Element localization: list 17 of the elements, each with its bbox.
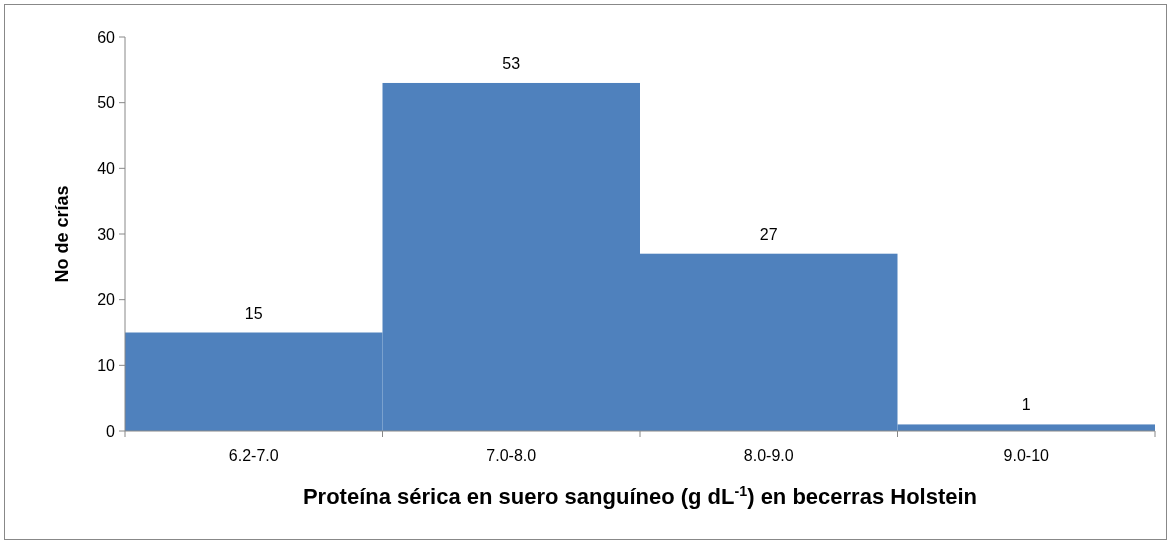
data-label: 15 (244, 304, 263, 322)
x-tick-label: 6.2-7.0 (228, 447, 279, 464)
data-label: 1 (1021, 396, 1031, 414)
y-axis-title: No de crías (52, 185, 72, 283)
y-tick-label: 50 (97, 94, 116, 112)
data-label: 53 (502, 54, 521, 72)
x-tick-label: 9.0-10 (1003, 447, 1050, 464)
y-tick-label: 10 (97, 356, 116, 374)
y-tick-label: 0 (106, 422, 116, 440)
x-tick-label: 7.0-8.0 (486, 447, 537, 464)
y-tick-label: 30 (97, 225, 116, 243)
y-tick-label: 40 (97, 159, 116, 177)
y-tick-label: 60 (97, 28, 116, 46)
data-label: 27 (759, 225, 778, 243)
x-tick-label: 8.0-9.0 (743, 447, 794, 464)
x-axis-title: Proteína sérica en suero sanguíneo (g dL$^{-1}$) en becerras Holstein (302, 483, 978, 509)
y-tick-label: 20 (97, 291, 116, 309)
